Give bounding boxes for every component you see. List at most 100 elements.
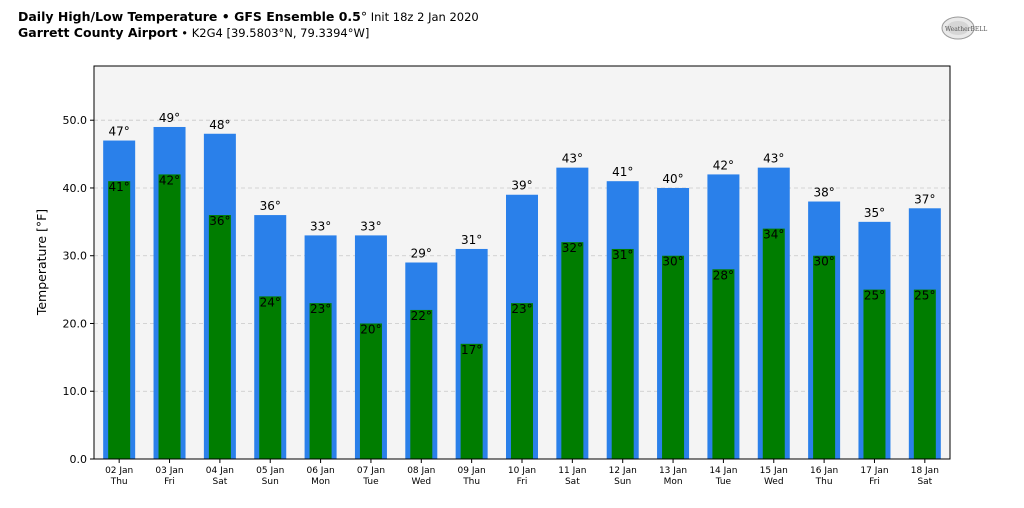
x-tick-weekday: Thu [815,477,833,487]
x-tick-date: 18 Jan [911,466,939,476]
low-value-label: 30° [813,255,834,269]
x-tick-date: 12 Jan [609,466,637,476]
high-value-label: 47° [109,125,130,139]
high-value-label: 43° [562,152,583,166]
x-tick-date: 06 Jan [306,466,334,476]
high-value-label: 49° [159,111,180,125]
low-bar [259,296,282,459]
location-coordinates: • K2G4 [39.5803°N, 79.3394°W] [177,26,370,40]
bars [103,126,941,460]
high-value-label: 41° [612,165,633,179]
high-value-label: 35° [864,206,885,220]
y-tick-label: 10.0 [63,385,88,398]
low-bar [410,309,433,459]
x-tick-weekday: Fri [517,477,528,487]
x-tick-weekday: Tue [715,477,732,487]
x-tick-weekday: Mon [311,477,330,487]
low-bar [913,289,936,459]
x-tick-date: 10 Jan [508,466,536,476]
low-value-label: 30° [662,255,683,269]
low-value-label: 34° [763,228,784,242]
x-tick-weekday: Sat [917,477,932,487]
low-bar [158,174,181,459]
high-value-label: 37° [914,192,935,206]
high-value-label: 42° [713,158,734,172]
high-value-label: 38° [813,186,834,200]
x-tick-weekday: Sat [212,477,227,487]
low-value-label: 20° [360,322,381,336]
low-bar [762,228,785,459]
x-tick-date: 15 Jan [760,466,788,476]
low-value-label: 32° [562,241,583,255]
low-value-label: 41° [109,180,130,194]
logo-text: WeatherBELL [945,26,987,33]
x-tick-weekday: Sun [262,477,279,487]
chart-title: Daily High/Low Temperature • GFS Ensembl… [18,9,479,25]
low-bar [359,323,382,459]
low-bar [662,255,685,459]
low-bar [611,248,634,459]
low-value-label: 36° [209,214,230,228]
low-value-label: 42° [159,173,180,187]
value-labels: 47° 41° 49° 42° 48° 36° 36° 24° 33° 23° 33° 20° 29° 2… [109,111,936,357]
x-tick-weekday: Thu [462,477,480,487]
low-bar [561,242,584,459]
low-value-label: 17° [461,343,482,357]
high-value-label: 36° [260,199,281,213]
low-bar [863,289,886,459]
low-bar [208,215,231,459]
x-tick-date: 14 Jan [709,466,737,476]
x-tick-weekday: Sat [565,477,580,487]
x-tick-weekday: Fri [164,477,175,487]
x-tick-weekday: Fri [869,477,880,487]
x-tick-weekday: Wed [411,477,431,487]
x-tick-date: 11 Jan [558,466,586,476]
x-tick-date: 08 Jan [407,466,435,476]
y-tick-label: 50.0 [63,114,88,127]
low-bar [460,343,483,459]
x-tick-date: 04 Jan [206,466,234,476]
x-tick-date: 13 Jan [659,466,687,476]
x-tick-date: 09 Jan [458,466,486,476]
low-value-label: 31° [612,248,633,262]
low-value-label: 25° [864,289,885,303]
x-tick-weekday: Sun [614,477,631,487]
chart-title-degree: ° [360,9,368,24]
weatherbell-logo-graphic: WeatherBELL [941,16,987,40]
weatherbell-logo: WeatherBELL [940,14,1002,42]
low-bar [712,269,735,459]
x-tick-weekday: Wed [764,477,784,487]
location-name: Garrett County Airport [18,25,178,40]
high-value-label: 31° [461,233,482,247]
low-value-label: 22° [411,309,432,323]
x-tick-date: 02 Jan [105,466,133,476]
x-tick-weekday: Mon [664,477,683,487]
y-axis: 0.0 10.0 20.0 30.0 40.0 50.0 [63,114,94,466]
low-value-label: 25° [914,289,935,303]
high-value-label: 29° [411,247,432,261]
y-axis-title: Temperature [°F] [34,209,49,316]
high-value-label: 33° [360,219,381,233]
high-value-label: 48° [209,118,230,132]
low-value-label: 28° [713,268,734,282]
high-value-label: 40° [662,172,683,186]
x-tick-date: 17 Jan [860,466,888,476]
chart-location: Garrett County Airport • K2G4 [39.5803°N… [18,25,479,41]
x-tick-date: 16 Jan [810,466,838,476]
low-bar [511,303,533,459]
chart-init-time: Init 18z 2 Jan 2020 [367,10,479,24]
x-tick-weekday: Thu [110,477,128,487]
chart-header: Daily High/Low Temperature • GFS Ensembl… [18,9,479,41]
y-tick-label: 40.0 [63,182,88,195]
chart-title-main: Daily High/Low Temperature • GFS Ensembl… [18,9,361,24]
low-bar [108,181,131,460]
low-bar [813,255,836,459]
high-value-label: 33° [310,219,331,233]
high-value-label: 39° [511,179,532,193]
low-value-label: 23° [310,302,331,316]
y-tick-label: 20.0 [63,317,88,330]
x-tick-date: 07 Jan [357,466,385,476]
y-tick-label: 30.0 [63,250,88,263]
